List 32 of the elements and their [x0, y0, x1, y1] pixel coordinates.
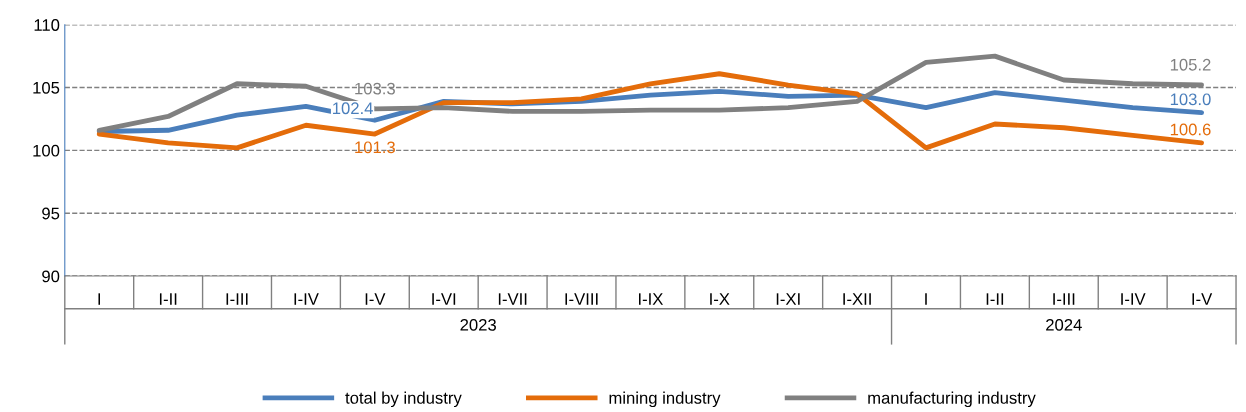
text: 2024 — [1046, 318, 1082, 331]
y-tick-label: 110 — [34, 19, 60, 31]
legend-label: mining industry — [609, 391, 721, 408]
data-label: 103.0 — [1170, 93, 1211, 106]
data-label: 105.2 — [1170, 58, 1211, 71]
x-tick-label: I-V — [1192, 293, 1213, 305]
x-tick-label: I-II — [159, 293, 177, 305]
x-tick-label: I-III — [1053, 293, 1075, 305]
x-tick-label: I-II — [986, 293, 1004, 305]
x-tick-label: I-XII — [843, 293, 871, 305]
y-tick-label: 100 — [33, 144, 60, 157]
x-tick-label: I-IV — [294, 293, 319, 305]
x-tick-label: I-IX — [638, 293, 664, 305]
x-tick-label: I-III — [226, 293, 248, 305]
y-tick-label: 105 — [33, 81, 60, 94]
x-tick-label: I-V — [365, 293, 386, 305]
data-label: 100.6 — [1170, 123, 1211, 136]
text: 2023 — [460, 318, 496, 331]
data-label: 102.4 — [333, 102, 373, 115]
x-tick-label: I-VI — [432, 293, 456, 305]
x-tick-label: I-VII — [498, 293, 527, 305]
legend-label: manufacturing industry — [868, 391, 1036, 408]
x-tick-label: I-XI — [776, 293, 800, 305]
x-tick-label: I-IV — [1121, 293, 1146, 305]
legend-label: total by industry — [345, 391, 462, 408]
x-tick-label: I-VIII — [565, 293, 598, 305]
x-tick-label: I-X — [710, 293, 730, 305]
y-tick-label: 90 — [42, 270, 60, 283]
x-tick-label: I — [98, 293, 101, 305]
y-tick-label: 95 — [42, 207, 60, 220]
x-tick-label: I — [925, 293, 927, 305]
data-label: 101.3 — [355, 141, 395, 154]
